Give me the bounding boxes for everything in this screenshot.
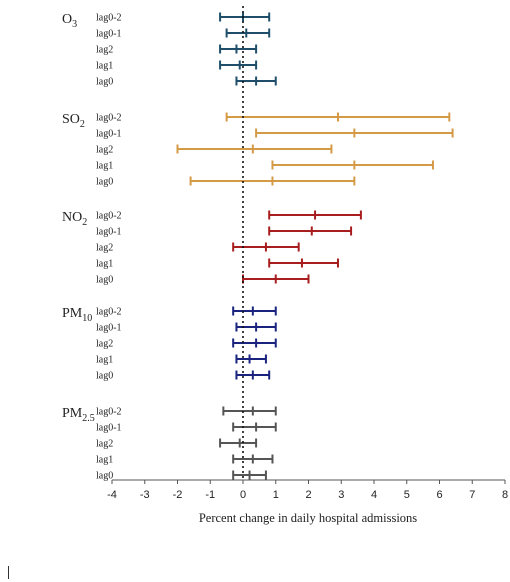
- x-tick-label: 1: [273, 489, 279, 501]
- x-tick-label: 3: [338, 489, 344, 501]
- lag-label: lag1: [96, 61, 113, 72]
- lag-label: lag0: [96, 471, 113, 482]
- group-label: SO2: [62, 112, 85, 130]
- group-label-main: PM: [62, 306, 83, 321]
- lag-label: lag0: [96, 371, 113, 382]
- group-pm10: PM10 lag0-2 lag0-1 lag2 lag1 lag0: [62, 306, 277, 382]
- lag-label: lag2: [96, 45, 113, 56]
- x-tick-label: 5: [404, 489, 410, 501]
- lag-label: lag2: [96, 243, 113, 254]
- group-label: PM2.5: [62, 406, 95, 424]
- group-so2: SO2 lag0-2 lag0-1 lag2 lag1 lag0: [62, 112, 454, 188]
- group-label-sub: 2.5: [82, 413, 95, 424]
- x-tick-label: 4: [371, 489, 377, 501]
- lag-label: lag0-1: [96, 423, 122, 434]
- group-label-main: O: [62, 12, 72, 27]
- group-label-main: SO: [62, 112, 80, 127]
- x-tick-label: 7: [469, 489, 475, 501]
- lag-label: lag1: [96, 259, 113, 270]
- lag-label: lag0-2: [96, 113, 122, 124]
- lag-label: lag2: [96, 339, 113, 350]
- x-axis-title: Percent change in daily hospital admissi…: [199, 511, 417, 525]
- x-tick-label: -4: [107, 489, 117, 501]
- x-tick-label: 8: [502, 489, 508, 501]
- x-tick-label: 6: [436, 489, 442, 501]
- lag-label: lag0-2: [96, 13, 122, 24]
- group-label: O3: [62, 12, 77, 30]
- group-label-sub: 2: [80, 119, 85, 130]
- group-label-sub: 3: [72, 19, 77, 30]
- group-label-sub: 2: [82, 217, 87, 228]
- group-label-main: NO: [62, 210, 82, 225]
- lag-label: lag0-1: [96, 227, 122, 238]
- group-label-sub: 10: [82, 313, 92, 324]
- lag-label: lag0: [96, 77, 113, 88]
- rows-layer: O3lag0-2lag0-1lag2lag1lag0SO2lag0-2lag0-…: [62, 12, 454, 482]
- x-tick-label: -3: [140, 489, 150, 501]
- lag-label: lag2: [96, 439, 113, 450]
- lag-label: lag0: [96, 275, 113, 286]
- lag-label: lag1: [96, 355, 113, 366]
- lag-label: lag0-2: [96, 307, 122, 318]
- lag-label: lag1: [96, 161, 113, 172]
- x-tick-label: -2: [173, 489, 183, 501]
- x-tick-label: 0: [240, 489, 246, 501]
- group-label-main: PM: [62, 406, 83, 421]
- lag-label: lag0-2: [96, 407, 122, 418]
- group-label: PM10: [62, 306, 92, 324]
- x-tick-label: 2: [305, 489, 311, 501]
- lag-label: lag1: [96, 455, 113, 466]
- lag-label: lag0-2: [96, 211, 122, 222]
- lag-label: lag0-1: [96, 129, 122, 140]
- lag-label: lag0-1: [96, 29, 122, 40]
- x-axis: -4 -3 -2 -1 0 1 2 3 4 5 6 7 8: [107, 479, 508, 501]
- x-tick-label: -1: [205, 489, 215, 501]
- group-o3: O3 lag0-2 lag0-1 lag2 lag1 lag0: [62, 12, 277, 88]
- group-label: NO2: [62, 210, 87, 228]
- group-no2: NO2 lag0-2 lag0-1 lag2 lag1 lag0: [62, 210, 362, 286]
- lag-label: lag0-1: [96, 323, 122, 334]
- lag-label: lag0: [96, 177, 113, 188]
- lag-label: lag2: [96, 145, 113, 156]
